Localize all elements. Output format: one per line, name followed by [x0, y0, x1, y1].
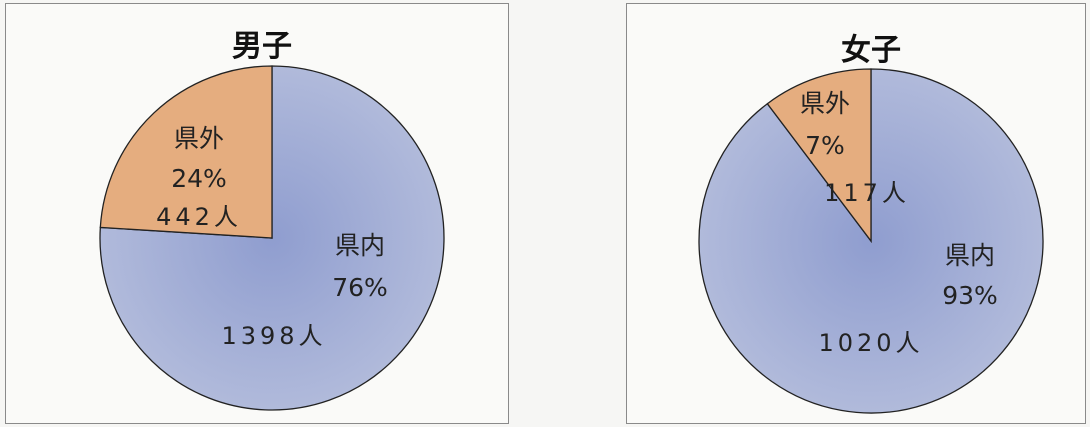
- pie-slice-outside-female: [766, 68, 872, 243]
- slice-count-label-outside-female: 117人: [824, 179, 910, 207]
- slice-percent-label-outside-female: 7%: [805, 131, 845, 160]
- slice-count-label-outside-male: 442人: [156, 203, 242, 231]
- slice-percent-label-inside-male: 76%: [332, 273, 388, 302]
- slice-name-label-inside-male: 県内: [335, 231, 385, 260]
- slice-percent-label-outside-male: 24%: [171, 164, 227, 193]
- chart-title-male: 男子: [232, 29, 292, 64]
- chart-title-female: 女子: [841, 33, 901, 68]
- pie-slice-outside-male: [99, 65, 273, 239]
- slice-name-label-inside-female: 県内: [945, 241, 995, 270]
- slice-count-label-inside-male: 1398人: [221, 322, 326, 350]
- pie-chart-panel-female: 女子県外 7% 117人県内 93% 1020人: [626, 3, 1086, 424]
- slice-name-label-outside-female: 県外: [800, 89, 850, 118]
- pie-chart-panel-male: 男子県外 24% 442人県内 76% 1398人: [5, 3, 509, 424]
- slice-percent-label-inside-female: 93%: [942, 281, 998, 310]
- slice-count-label-inside-female: 1020人: [818, 329, 923, 357]
- slice-name-label-outside-male: 県外: [174, 124, 224, 153]
